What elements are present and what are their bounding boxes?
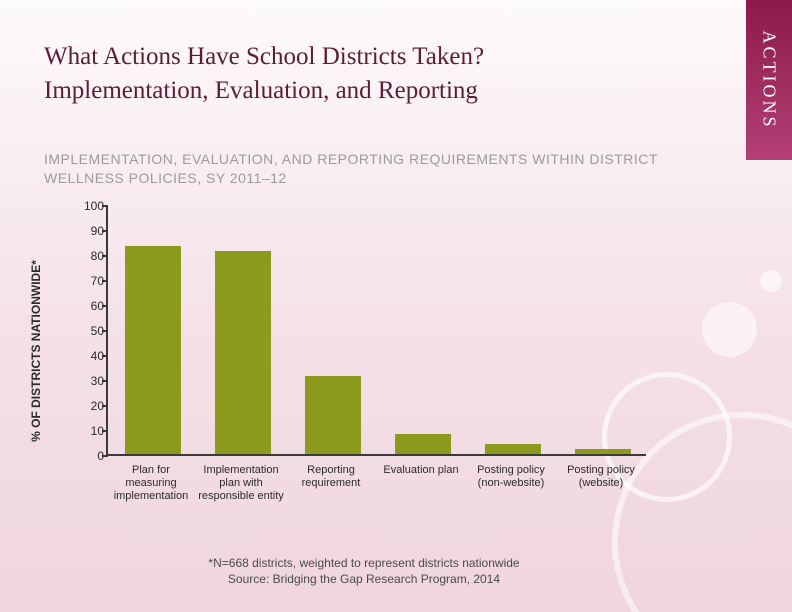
plot-area [106, 206, 646, 456]
x-category-label: Plan for measuring implementation [106, 464, 196, 504]
footnote-line-1: *N=668 districts, weighted to represent … [44, 555, 684, 571]
y-tick-label: 100 [76, 199, 104, 213]
bar [395, 434, 451, 454]
y-tick-label: 80 [76, 249, 104, 263]
x-category-label: Implementation plan with responsible ent… [196, 464, 286, 504]
side-tab: ACTIONS [746, 0, 792, 160]
y-tick-label: 20 [76, 399, 104, 413]
x-category-label: Reporting requirement [286, 464, 376, 490]
bar [305, 376, 361, 454]
chart-footnote: *N=668 districts, weighted to represent … [44, 555, 684, 587]
y-tick-label: 60 [76, 299, 104, 313]
bar [575, 449, 631, 454]
x-category-label: Posting policy (non-website) [466, 464, 556, 490]
decorative-circle [702, 302, 757, 357]
bar [215, 251, 271, 454]
chart-title: IMPLEMENTATION, EVALUATION, AND REPORTIN… [44, 150, 684, 188]
y-tick-label: 10 [76, 424, 104, 438]
title-line-2: Implementation, Evaluation, and Reportin… [44, 74, 722, 108]
slide: ACTIONS What Actions Have School Distric… [0, 0, 792, 612]
y-tick-label: 70 [76, 274, 104, 288]
y-axis-label: % OF DISTRICTS NATIONWIDE* [29, 260, 43, 442]
x-category-label: Evaluation plan [376, 464, 466, 477]
page-title: What Actions Have School Districts Taken… [44, 40, 722, 108]
bar-chart: % OF DISTRICTS NATIONWIDE* 0102030405060… [44, 206, 664, 496]
side-tab-label: ACTIONS [759, 30, 780, 129]
bar [125, 246, 181, 454]
decorative-circle [760, 270, 782, 292]
y-tick-label: 90 [76, 224, 104, 238]
y-tick-label: 40 [76, 349, 104, 363]
y-tick-label: 50 [76, 324, 104, 338]
y-tick-label: 30 [76, 374, 104, 388]
title-line-1: What Actions Have School Districts Taken… [44, 40, 722, 74]
y-tick-label: 0 [76, 449, 104, 463]
x-category-label: Posting policy (website) [556, 464, 646, 490]
bar [485, 444, 541, 454]
footnote-line-2: Source: Bridging the Gap Research Progra… [44, 571, 684, 587]
chart-container: IMPLEMENTATION, EVALUATION, AND REPORTIN… [44, 150, 684, 496]
